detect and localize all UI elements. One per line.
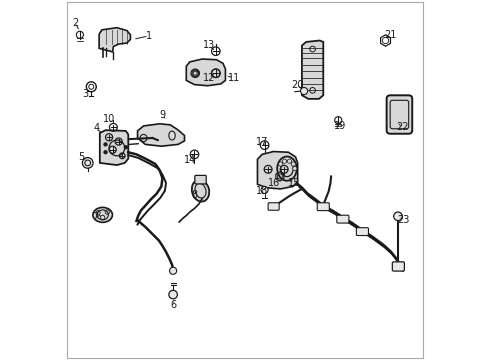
FancyBboxPatch shape xyxy=(392,262,404,271)
Text: 13: 13 xyxy=(202,40,215,50)
Text: 14: 14 xyxy=(184,156,196,166)
Polygon shape xyxy=(257,152,297,189)
Circle shape xyxy=(104,150,107,154)
Text: 16: 16 xyxy=(268,178,280,188)
Text: 9: 9 xyxy=(159,110,166,120)
Circle shape xyxy=(169,290,177,299)
Text: 17: 17 xyxy=(256,136,268,147)
Polygon shape xyxy=(138,124,185,146)
Circle shape xyxy=(104,143,107,146)
Circle shape xyxy=(300,87,308,95)
Circle shape xyxy=(282,159,287,163)
Text: 8: 8 xyxy=(192,190,197,200)
Ellipse shape xyxy=(192,180,209,202)
FancyBboxPatch shape xyxy=(337,215,349,223)
Ellipse shape xyxy=(277,157,297,181)
FancyBboxPatch shape xyxy=(195,175,206,184)
Text: 19: 19 xyxy=(334,121,346,131)
Text: 23: 23 xyxy=(397,215,410,225)
FancyBboxPatch shape xyxy=(387,95,412,134)
Text: 10: 10 xyxy=(103,114,115,124)
Circle shape xyxy=(394,212,402,221)
Text: 18: 18 xyxy=(256,186,268,197)
Text: 4: 4 xyxy=(93,123,99,134)
Circle shape xyxy=(287,159,292,163)
Circle shape xyxy=(261,186,268,194)
Circle shape xyxy=(124,145,127,149)
Polygon shape xyxy=(99,28,130,52)
FancyBboxPatch shape xyxy=(317,203,329,211)
Text: 3: 3 xyxy=(82,89,89,99)
Text: 20: 20 xyxy=(292,80,304,90)
Text: 5: 5 xyxy=(78,152,84,162)
Polygon shape xyxy=(100,130,128,165)
Circle shape xyxy=(278,162,283,166)
Circle shape xyxy=(293,166,297,171)
Circle shape xyxy=(291,162,295,166)
Text: 1: 1 xyxy=(146,31,152,41)
Text: 15: 15 xyxy=(288,178,300,188)
Text: 6: 6 xyxy=(171,300,177,310)
Text: 11: 11 xyxy=(228,72,241,82)
Text: 7: 7 xyxy=(92,212,98,222)
Ellipse shape xyxy=(93,207,112,222)
Polygon shape xyxy=(186,59,225,86)
Polygon shape xyxy=(302,41,323,99)
Circle shape xyxy=(170,267,177,274)
FancyBboxPatch shape xyxy=(268,203,279,210)
Text: 12: 12 xyxy=(202,72,215,82)
Text: 22: 22 xyxy=(396,122,409,132)
Circle shape xyxy=(82,158,93,168)
Text: 21: 21 xyxy=(384,30,396,40)
Text: 2: 2 xyxy=(72,18,78,28)
FancyBboxPatch shape xyxy=(356,228,368,235)
